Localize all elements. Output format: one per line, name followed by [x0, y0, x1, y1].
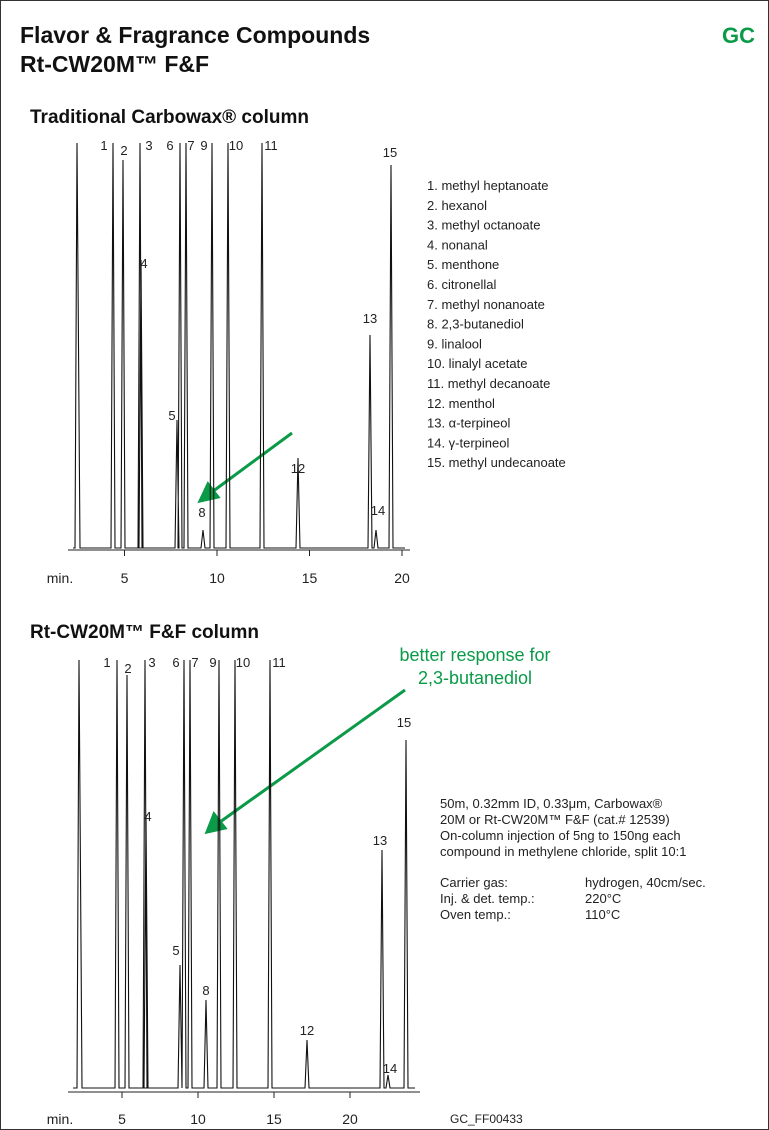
- tick-label: 20: [342, 1111, 358, 1127]
- compound: 12. menthol: [427, 396, 495, 411]
- chromatogram-title: Rt-CW20M™ F&F column: [30, 622, 259, 643]
- condition-value: hydrogen, 40cm/sec.: [585, 875, 706, 890]
- tick-label: 5: [118, 1111, 126, 1127]
- figure-id: GC_FF00433: [450, 1112, 523, 1126]
- axis-unit: min.: [47, 1111, 73, 1127]
- condition-line: compound in methylene chloride, split 10…: [440, 844, 686, 859]
- condition-value: 220°C: [585, 891, 621, 906]
- compound: 11. methyl decanoate: [427, 376, 550, 391]
- peak-label: 13: [373, 833, 387, 848]
- peak-label: 15: [383, 145, 397, 160]
- compound: 9. linalool: [427, 336, 482, 351]
- compound: 14. γ-terpineol: [427, 435, 509, 450]
- condition-label: Oven temp.:: [440, 907, 511, 922]
- axis-unit: min.: [47, 570, 73, 586]
- condition-label: Inj. & det. temp.:: [440, 891, 535, 906]
- peak-label: 12: [300, 1023, 314, 1038]
- arrow: [211, 431, 293, 494]
- tick-label: 20: [394, 570, 410, 586]
- peak-label: 8: [198, 505, 205, 520]
- arrow: [219, 688, 406, 824]
- tick-label: 10: [209, 570, 225, 586]
- peak-label: 5: [172, 943, 179, 958]
- tick-label: 15: [302, 570, 318, 586]
- peak-label: 11: [264, 138, 278, 153]
- trace: [73, 659, 415, 1089]
- tick-label: 15: [266, 1111, 282, 1127]
- peak-label: 2: [124, 661, 131, 676]
- peak-label: 4: [144, 809, 151, 824]
- compound: 4. nonanal: [427, 237, 488, 252]
- compound: 7. methyl nonanoate: [427, 297, 545, 312]
- peak-label: 13: [363, 311, 377, 326]
- compound: 15. methyl undecanoate: [427, 455, 566, 470]
- compound: 2. hexanol: [427, 198, 487, 213]
- peak-label: 2: [120, 143, 127, 158]
- condition-line: 50m, 0.32mm ID, 0.33μm, Carbowax®: [440, 796, 663, 811]
- peak-label: 1: [103, 655, 110, 670]
- annotation: better response for: [399, 645, 550, 665]
- peak-label: 12: [291, 461, 305, 476]
- chromatogram-title: Traditional Carbowax® column: [30, 107, 309, 128]
- badge: GC: [722, 23, 755, 48]
- trace: [73, 142, 405, 549]
- condition-value: 110°C: [585, 907, 620, 922]
- peak-label: 10: [229, 138, 243, 153]
- compound: 1. methyl heptanoate: [427, 178, 548, 193]
- peak-label: 3: [145, 138, 152, 153]
- compound: 8. 2,3-butanediol: [427, 317, 524, 332]
- peak-label: 4: [140, 256, 147, 271]
- peak-label: 9: [200, 138, 207, 153]
- peak-label: 7: [187, 138, 194, 153]
- peak-label: 8: [202, 983, 209, 998]
- peak-label: 15: [397, 715, 411, 730]
- condition-line: 20M or Rt-CW20M™ F&F (cat.# 12539): [440, 812, 670, 827]
- annotation: 2,3-butanediol: [418, 668, 532, 688]
- compound: 6. citronellal: [427, 277, 496, 292]
- peak-label: 14: [383, 1061, 397, 1076]
- condition-label: Carrier gas:: [440, 875, 508, 890]
- condition-line: On-column injection of 5ng to 150ng each: [440, 828, 681, 843]
- compound: 10. linalyl acetate: [427, 356, 527, 371]
- peak-label: 6: [166, 138, 173, 153]
- compound: 5. menthone: [427, 257, 499, 272]
- peak-label: 14: [371, 503, 385, 518]
- peak-label: 3: [148, 655, 155, 670]
- peak-label: 5: [168, 408, 175, 423]
- peak-label: 6: [172, 655, 179, 670]
- title-line: Flavor & Fragrance Compounds: [20, 22, 370, 48]
- compound: 13. α-terpineol: [427, 416, 511, 431]
- tick-label: 10: [190, 1111, 206, 1127]
- compound: 3. methyl octanoate: [427, 218, 540, 233]
- peak-label: 7: [191, 655, 198, 670]
- tick-label: 5: [121, 570, 129, 586]
- peak-label: 1: [100, 138, 107, 153]
- peak-label: 9: [209, 655, 216, 670]
- peak-label: 10: [236, 655, 250, 670]
- peak-label: 11: [272, 655, 286, 670]
- title-line: Rt-CW20M™ F&F: [20, 51, 209, 77]
